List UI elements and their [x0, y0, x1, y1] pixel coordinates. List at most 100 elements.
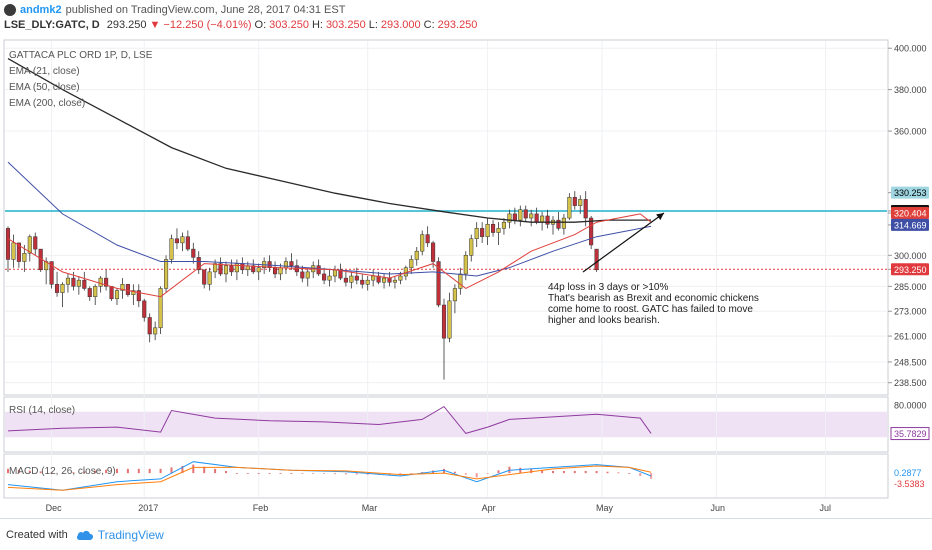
macd-hist-bar	[61, 473, 64, 474]
candle-body	[104, 277, 109, 287]
candle	[414, 247, 419, 266]
candle	[545, 209, 550, 229]
candle-body	[474, 228, 479, 239]
macd-hist-bar	[497, 470, 500, 474]
candle	[436, 257, 441, 308]
macd-panel[interactable]	[3, 453, 889, 499]
candle-body	[164, 259, 169, 289]
candle-body	[180, 236, 185, 244]
macd-hist-bar	[464, 473, 467, 475]
price-tick-label: 273.000	[894, 307, 927, 317]
candle	[229, 259, 234, 277]
macd-hist-bar	[279, 473, 282, 474]
legend-ema21: EMA (21, close)	[9, 66, 80, 77]
price-tick-label: 238.500	[894, 378, 927, 388]
price-tick-label: 380.000	[894, 85, 927, 95]
candle-body	[343, 277, 348, 283]
price-tick-label: 360.000	[894, 127, 927, 137]
rsi-current-tag	[890, 427, 930, 441]
candle	[55, 271, 60, 297]
candle	[196, 251, 201, 274]
macd-hist-bar	[421, 472, 424, 474]
macd-label: 0.2877	[894, 468, 922, 478]
candle	[523, 205, 528, 223]
candle	[38, 248, 43, 272]
candle	[65, 273, 71, 293]
price-tick: 330.253	[888, 186, 929, 199]
candle	[11, 234, 16, 268]
candle	[354, 267, 359, 285]
candle	[49, 261, 54, 289]
candle-body	[327, 275, 332, 281]
candle-body	[169, 238, 174, 260]
candle-body	[22, 252, 27, 262]
candle	[458, 267, 463, 295]
macd-hist-bar	[344, 473, 347, 475]
candle-body	[202, 269, 207, 285]
candle	[120, 278, 125, 299]
annotation-line: higher and looks bearish.	[548, 315, 660, 326]
macd-hist-bar	[50, 472, 53, 474]
candle	[234, 259, 239, 281]
candle-body	[76, 279, 81, 287]
price-tick: 400.000	[888, 44, 927, 54]
last-price: 293.250	[106, 19, 147, 31]
candle-body	[316, 265, 321, 275]
candle-body	[185, 236, 190, 250]
candle	[294, 259, 299, 277]
time-tick-label: Mar	[362, 503, 378, 513]
candle-body	[398, 275, 403, 281]
candle-body	[114, 290, 120, 300]
candle	[496, 222, 501, 245]
macd-hist-bar	[541, 469, 544, 474]
rsi-axis: 80.0000 35.7829	[890, 400, 930, 441]
candle-body	[491, 223, 496, 233]
candle	[82, 271, 87, 291]
candle	[540, 211, 545, 231]
candle-body	[332, 269, 338, 277]
author-name[interactable]: andmk2	[20, 4, 62, 16]
candle-body	[300, 271, 305, 279]
macd-hist-bar	[628, 473, 631, 474]
candle	[289, 253, 294, 270]
price-tag	[891, 218, 929, 231]
candle	[109, 286, 114, 301]
macd-hist-bar	[181, 466, 184, 474]
macd-label: -3.5383	[894, 479, 925, 489]
candle	[5, 226, 11, 272]
macd-axis: 0.2877-3.5383	[891, 466, 929, 490]
candle-body	[452, 288, 457, 302]
candle-body	[71, 277, 76, 287]
time-axis[interactable]: Dec2017FebMarAprMayJunJulAugSep	[46, 503, 932, 513]
macd-hist-bar	[475, 473, 478, 478]
candle-body	[420, 234, 425, 252]
price-tick: 261.000	[888, 332, 927, 342]
macd-hist-bar	[606, 471, 609, 474]
price-tag	[891, 207, 929, 220]
price-tick-label: 285.000	[894, 282, 927, 292]
price-axis[interactable]: 400.000380.000360.000330.253321.409320.4…	[888, 44, 930, 490]
candle	[338, 263, 343, 281]
annotation-text[interactable]: 44p loss in 3 days or >10%That's bearish…	[548, 282, 759, 326]
candle	[365, 276, 370, 291]
candle	[360, 273, 365, 289]
annotation-arrow[interactable]	[582, 212, 665, 273]
author-avatar[interactable]	[4, 4, 16, 16]
legend-ema50: EMA (50, close)	[9, 82, 80, 93]
candle	[142, 298, 147, 322]
macd-hist-bar	[105, 469, 108, 474]
price-panel[interactable]	[3, 39, 889, 396]
candle-body	[387, 277, 392, 283]
price-tick-label: 314.669	[894, 220, 927, 230]
chart-area[interactable]: 44p loss in 3 days or >10%That's bearish…	[0, 0, 932, 518]
legend-title: GATTACA PLC ORD 1P, D, LSE	[9, 50, 153, 61]
candle	[420, 230, 425, 256]
rsi-band	[5, 411, 887, 438]
legend-ema200: EMA (200, close)	[9, 98, 85, 109]
candle	[114, 288, 120, 306]
rsi-panel[interactable]	[3, 396, 889, 453]
price-tick: 238.500	[888, 378, 927, 388]
candle-body	[120, 284, 125, 291]
candle	[491, 220, 496, 237]
tradingview-logo[interactable]: TradingView	[76, 528, 164, 542]
